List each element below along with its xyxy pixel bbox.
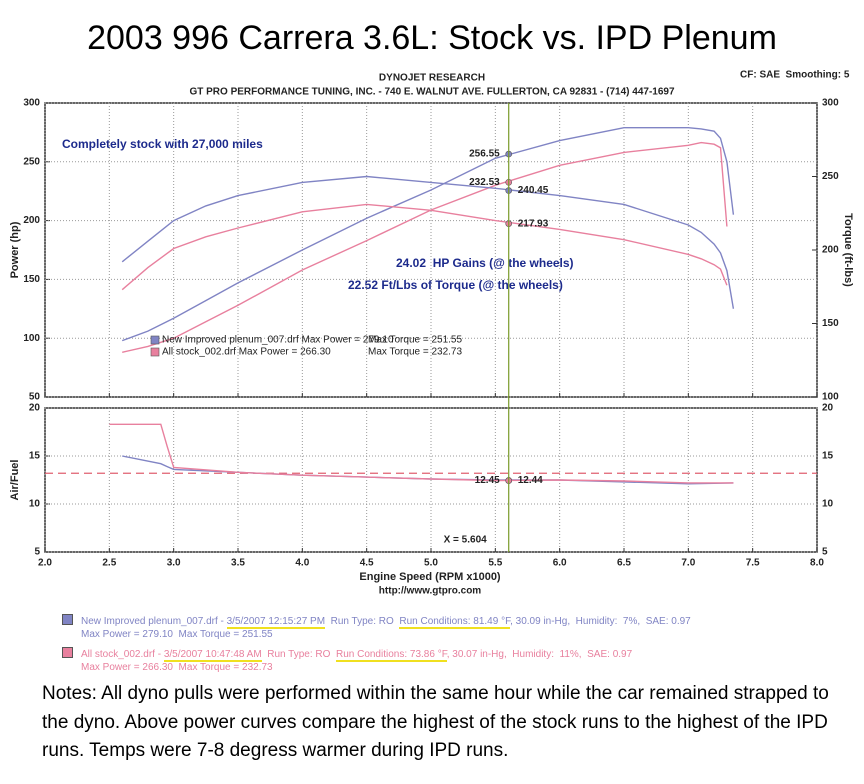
annotation: 22.52 Ft/Lbs of Torque (@ the wheels) (348, 278, 563, 292)
y-tick-label-right: 5 (822, 547, 828, 558)
footer-text: , 30.09 in-Hg, Humidity: 7%, SAE: 0.97 (510, 616, 691, 627)
y-tick-label: 100 (23, 333, 40, 344)
y2-tick-label: 150 (822, 318, 839, 329)
y2-tick-label: 300 (822, 98, 839, 109)
footer-legend: New Improved plenum_007.drf - 3/5/2007 1… (62, 614, 691, 680)
footer-text: Run Type: RO (325, 616, 400, 627)
footer-text: , 30.07 in-Hg, Humidity: 11%, SAE: 0.97 (446, 649, 633, 660)
url: http://www.gtpro.com (379, 586, 482, 597)
legend-label: All stock_002.drf Max Power = 266.30 (162, 347, 331, 358)
series-line (121, 203, 728, 291)
y-tick-label: 5 (34, 547, 40, 558)
y-tick-label: 300 (23, 98, 40, 109)
y-tick-label: 20 (29, 403, 41, 414)
legend-label: Max Torque = 232.73 (368, 347, 462, 358)
footer-entry: All stock_002.drf - 3/5/2007 10:47:48 AM… (62, 647, 691, 674)
footer-text: All stock_002.drf - (81, 649, 164, 660)
series-line (109, 423, 734, 484)
legend-swatch (150, 335, 160, 345)
x-tick-label: 7.0 (681, 558, 695, 569)
legend-swatch (150, 347, 160, 357)
y2-tick-label: 200 (822, 245, 839, 256)
y-axis-label: Power (hp) (9, 221, 21, 278)
cursor-label: X = 5.604 (444, 535, 488, 546)
x-tick-label: 3.5 (231, 558, 245, 569)
footer-text: 3/5/2007 12:15:27 PM (226, 616, 326, 629)
y-tick-label-right: 10 (822, 499, 834, 510)
footer-line: Max Power = 279.10 Max Torque = 251.55 (81, 628, 273, 640)
footer-entry: New Improved plenum_007.drf - 3/5/2007 1… (62, 614, 691, 641)
x-tick-label: 5.5 (488, 558, 502, 569)
x-tick-label: 2.0 (38, 558, 52, 569)
series-line (122, 141, 728, 353)
footer-swatch (62, 614, 73, 625)
y-tick-label: 200 (23, 215, 40, 226)
x-tick-label: 3.0 (167, 558, 181, 569)
y-tick-label-right: 20 (822, 403, 834, 414)
page-title: 2003 996 Carrera 3.6L: Stock vs. IPD Ple… (87, 19, 777, 57)
readout-label: 240.45 (518, 185, 549, 196)
footer-text: New Improved plenum_007.drf - (81, 616, 227, 627)
series-line (121, 175, 735, 309)
readout-label: 12.44 (518, 475, 543, 486)
x-tick-label: 6.5 (617, 558, 631, 569)
y2-tick-label: 250 (822, 171, 839, 182)
company: DYNOJET RESEARCH (379, 73, 485, 84)
footer-text: Run Conditions: 81.49 °F (399, 616, 511, 629)
x-axis-label: Engine Speed (RPM x1000) (359, 571, 501, 583)
x-tick-label: 8.0 (810, 558, 824, 569)
x-tick-label: 4.0 (295, 558, 309, 569)
series-line (121, 127, 735, 342)
address: GT PRO PERFORMANCE TUNING, INC. - 740 E.… (189, 87, 675, 98)
settings: CF: SAE Smoothing: 5 (740, 70, 850, 81)
x-tick-label: 2.5 (102, 558, 116, 569)
readout-label: 256.55 (469, 149, 500, 160)
y-tick-label: 50 (29, 392, 41, 403)
x-tick-label: 7.5 (746, 558, 760, 569)
footer-line: Max Power = 266.30 Max Torque = 232.73 (81, 661, 273, 673)
footer-line: All stock_002.drf - 3/5/2007 10:47:48 AM… (62, 647, 691, 662)
legend-label: New Improved plenum_007.drf Max Power = … (162, 335, 394, 346)
x-tick-label: 4.5 (360, 558, 374, 569)
x-tick-label: 5.0 (424, 558, 438, 569)
readout-label: 232.53 (469, 177, 500, 188)
y-tick-label: 150 (23, 274, 40, 285)
annotation: Completely stock with 27,000 miles (62, 137, 263, 151)
footer-text: Run Type: RO (261, 649, 336, 660)
footer-swatch (62, 647, 73, 658)
readout-label: 12.45 (475, 475, 500, 486)
footer-text: 3/5/2007 10:47:48 AM (163, 649, 262, 662)
y-tick-label: 10 (29, 499, 41, 510)
y-tick-label: 15 (29, 451, 41, 462)
legend-label: Max Torque = 251.55 (368, 335, 462, 346)
y-tick-label-right: 15 (822, 451, 834, 462)
notes: Notes: All dyno pulls were performed wit… (42, 683, 829, 761)
footer-text: Run Conditions: 73.86 °F (335, 649, 447, 662)
y-tick-label: 250 (23, 156, 40, 167)
footer-line: New Improved plenum_007.drf - 3/5/2007 1… (62, 614, 691, 629)
y2-axis-label: Torque (ft-lbs) (842, 213, 854, 287)
chart: 2003 996 Carrera 3.6L: Stock vs. IPD Ple… (9, 19, 854, 597)
y2-tick-label: 100 (822, 392, 839, 403)
x-tick-label: 6.0 (553, 558, 567, 569)
readout-label: 217.93 (518, 218, 549, 229)
y-axis-label: Air/Fuel (9, 460, 21, 501)
annotation: 24.02 HP Gains (@ the wheels) (396, 256, 574, 270)
